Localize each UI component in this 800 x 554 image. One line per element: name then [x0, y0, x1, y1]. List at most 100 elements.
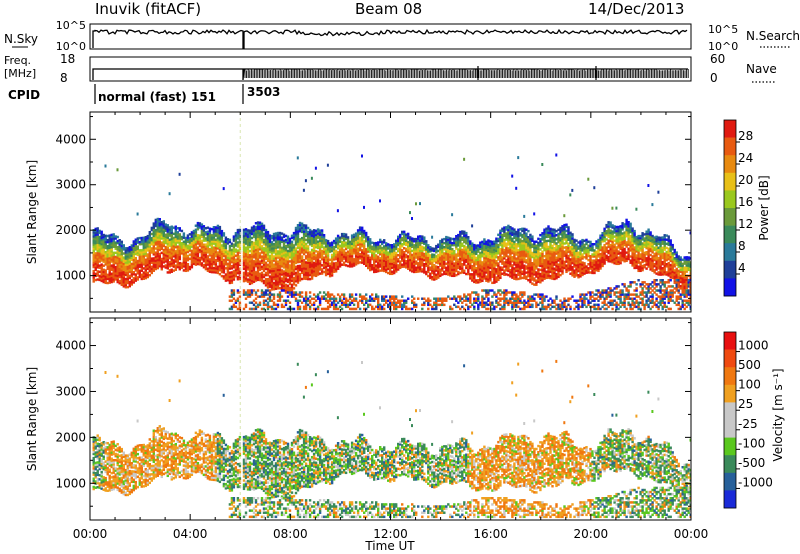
power-cell [254, 301, 258, 304]
power-cell [338, 265, 342, 268]
power-cell [286, 253, 290, 257]
power-cell [503, 261, 506, 264]
power-cell [336, 267, 340, 270]
power-cell [132, 244, 135, 247]
power-cell [336, 238, 340, 242]
power-cell [160, 259, 163, 263]
power-cell [274, 283, 278, 286]
power-cell [459, 237, 462, 240]
power-cell [429, 266, 432, 269]
power-cell [469, 301, 472, 304]
power-cell [126, 253, 129, 256]
power-cell [158, 240, 161, 243]
power-cell [423, 258, 426, 262]
power-cell [507, 230, 510, 234]
power-cell [114, 276, 117, 279]
power-cell [429, 248, 432, 251]
power-cell [316, 269, 320, 272]
nsky-label: N.Sky [4, 32, 38, 46]
power-cell [302, 273, 306, 276]
power-cell [234, 262, 238, 266]
power-cell [256, 272, 260, 275]
power-cell [170, 233, 173, 237]
power-cell [407, 255, 410, 258]
power-cell [361, 226, 364, 230]
power-cell [330, 303, 334, 307]
power-cell [501, 307, 504, 311]
power-cell [202, 259, 206, 263]
power-cell [501, 248, 504, 251]
power-cell [116, 274, 119, 278]
power-cell [423, 301, 426, 304]
power-cell [112, 245, 115, 248]
power-cell [431, 307, 434, 311]
power-cell [469, 297, 472, 300]
power-cell [164, 223, 167, 226]
power-cell [503, 295, 506, 298]
power-cell [150, 247, 153, 250]
power-cell [441, 248, 444, 252]
power-cell [156, 230, 159, 233]
power-cell [96, 237, 99, 240]
power-cell [160, 245, 163, 248]
power-cell [112, 255, 115, 259]
power-cell [350, 240, 354, 243]
power-cell [459, 299, 462, 302]
power-cell [206, 251, 210, 254]
power-cell [234, 275, 238, 278]
power-cell [445, 235, 448, 239]
power-cell [352, 303, 356, 307]
power-cell [383, 249, 386, 252]
power-cell [288, 288, 292, 292]
power-cell [409, 211, 411, 215]
power-cell [122, 278, 125, 282]
power-cell [463, 259, 466, 262]
power-cell [160, 243, 163, 246]
power-cell [278, 254, 282, 257]
power-cell [381, 295, 384, 298]
power-cell [198, 222, 202, 225]
power-cell [318, 260, 322, 263]
power-cell [513, 267, 516, 270]
power-cell [154, 259, 157, 263]
power-cell [373, 252, 376, 255]
power-cell [254, 291, 258, 294]
power-cell [346, 303, 350, 307]
power-cell [304, 179, 307, 183]
power-cell [515, 247, 518, 250]
power-cell [306, 265, 310, 269]
power-cell [92, 265, 95, 269]
power-cell [320, 264, 324, 267]
power-cell [425, 270, 428, 274]
power-cell [236, 243, 240, 246]
power-cell [132, 248, 135, 251]
power-cell [216, 241, 220, 244]
power-cell [114, 278, 117, 281]
power-cell [146, 265, 149, 268]
power-cell [507, 247, 510, 250]
power-cell [395, 305, 398, 309]
power-cell [112, 272, 115, 275]
power-cell [200, 231, 204, 234]
power-cell [501, 297, 504, 300]
power-cell [451, 262, 454, 265]
power-cell [332, 299, 336, 302]
power-cell [399, 254, 402, 257]
power-cell [485, 252, 488, 256]
power-cell [180, 252, 184, 255]
power-cell [499, 274, 502, 277]
power-cell [308, 267, 312, 271]
power-cell [218, 256, 222, 260]
power-cell [268, 234, 272, 237]
power-cell [152, 240, 155, 244]
power-cell [429, 262, 432, 265]
power-cell [92, 231, 95, 234]
power-cell [348, 307, 352, 311]
power-cell [312, 253, 316, 257]
power-cell [252, 229, 256, 232]
power-cell [350, 307, 354, 311]
power-cell [102, 252, 105, 255]
power-cell [290, 240, 294, 244]
power-cell [180, 242, 184, 245]
power-cell [170, 239, 173, 243]
